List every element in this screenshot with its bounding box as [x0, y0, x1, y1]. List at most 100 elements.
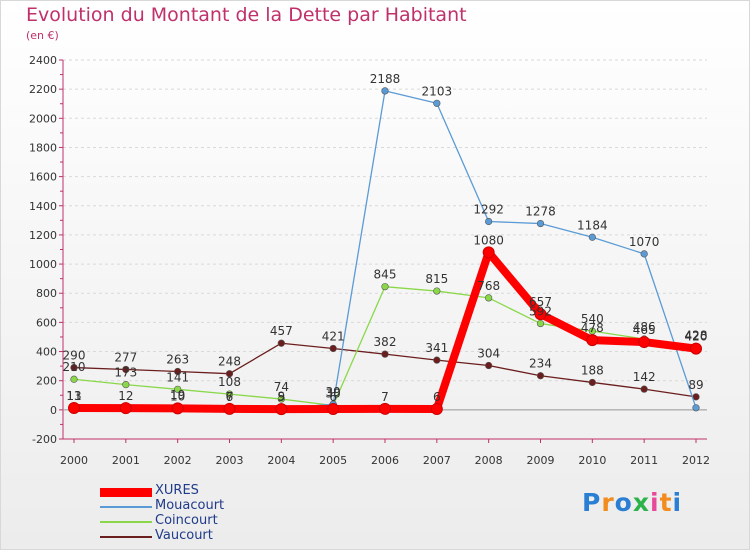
data-label: 108 — [218, 375, 241, 389]
data-label: 30 — [326, 386, 341, 400]
data-label: 540 — [581, 312, 604, 326]
data-label: 188 — [581, 363, 604, 377]
data-label: 428 — [685, 328, 708, 342]
data-point-coincourt — [433, 287, 441, 295]
data-point-vaucourt — [329, 344, 337, 353]
data-label: 12 — [118, 389, 133, 403]
x-tick-label: 2001 — [112, 454, 140, 467]
logo-letter: i — [650, 488, 660, 517]
data-point-mouacourt — [381, 87, 389, 95]
y-tick-label: 2000 — [29, 112, 57, 125]
data-label: 382 — [374, 335, 397, 349]
legend-swatch — [100, 536, 152, 538]
data-label: 9 — [278, 390, 286, 404]
data-label: 210 — [63, 360, 86, 374]
y-tick-label: 1000 — [29, 258, 57, 271]
data-point-xures — [638, 336, 651, 349]
data-point-vaucourt — [225, 370, 234, 378]
data-point-coincourt — [225, 390, 234, 398]
data-label: 592 — [529, 305, 552, 319]
y-tick-label: 1400 — [29, 200, 57, 213]
data-label: 142 — [633, 370, 656, 384]
data-point-xures — [586, 334, 599, 347]
logo-letter: r — [601, 488, 615, 517]
logo-letter: P — [582, 488, 602, 517]
data-label: 141 — [166, 370, 189, 384]
data-label: 74 — [274, 380, 289, 394]
x-tick-label: 2002 — [164, 454, 192, 467]
y-tick-label: 600 — [36, 316, 57, 329]
data-point-vaucourt — [122, 365, 130, 374]
legend-swatch — [100, 506, 152, 508]
data-point-vaucourt — [536, 372, 545, 380]
data-label: 10 — [170, 389, 185, 403]
data-label: 6 — [433, 390, 441, 404]
data-point-xures — [534, 308, 547, 321]
data-label: 768 — [477, 279, 500, 293]
data-point-vaucourt — [277, 339, 285, 347]
data-point-coincourt — [70, 375, 78, 383]
data-point-mouacourt — [485, 217, 493, 226]
data-label: 19 — [170, 388, 185, 402]
x-tick-label: 2005 — [319, 454, 347, 467]
data-point-mouacourt — [692, 404, 700, 412]
data-point-vaucourt — [588, 378, 596, 387]
logo-letter: x — [632, 488, 650, 517]
x-tick-label: 2010 — [578, 454, 606, 467]
data-label: 465 — [633, 323, 656, 337]
data-point-coincourt — [485, 294, 493, 302]
y-tick-label: 400 — [36, 346, 57, 359]
data-label: 457 — [270, 324, 293, 338]
data-point-xures — [119, 402, 132, 415]
data-label: 657 — [529, 295, 552, 309]
data-label: 420 — [685, 330, 708, 344]
data-label: 89 — [688, 378, 703, 392]
data-point-xures — [68, 401, 80, 414]
logo-letter: o — [614, 488, 633, 517]
data-label: 304 — [477, 347, 500, 361]
data-label: 2188 — [370, 72, 401, 86]
y-tick-label: 200 — [36, 375, 57, 388]
data-point-vaucourt — [381, 350, 389, 358]
data-label: 486 — [633, 320, 656, 334]
y-tick-label: 0 — [50, 404, 57, 417]
data-point-vaucourt — [433, 356, 441, 364]
x-tick-label: 2003 — [216, 454, 244, 467]
x-tick-label: 2006 — [371, 454, 399, 467]
data-point-coincourt — [536, 319, 545, 328]
x-tick-label: 2008 — [475, 454, 503, 467]
data-point-coincourt — [381, 283, 389, 291]
data-label: 263 — [166, 353, 189, 367]
legend-label: Coincourt — [155, 513, 218, 528]
legend-label: Mouacourt — [155, 498, 225, 513]
data-point-xures — [379, 402, 391, 415]
data-label: 13 — [66, 389, 81, 403]
data-point-coincourt — [174, 385, 182, 393]
data-label: 5 — [278, 390, 286, 404]
legend-swatch — [100, 487, 152, 497]
data-label: 7 — [381, 390, 389, 404]
data-label: 234 — [529, 357, 552, 371]
data-point-vaucourt — [640, 385, 648, 393]
data-label: 39 — [326, 385, 341, 399]
data-point-mouacourt — [536, 219, 545, 228]
y-tick-label: 2200 — [29, 83, 57, 96]
data-point-xures — [223, 402, 236, 415]
y-tick-label: 800 — [36, 287, 57, 300]
data-label: 277 — [114, 350, 137, 364]
y-tick-label: 1800 — [29, 141, 57, 154]
x-tick-label: 2012 — [682, 454, 710, 467]
data-point-mouacourt — [588, 233, 596, 241]
data-label: 1184 — [577, 218, 608, 232]
chart-subtitle: (en €) — [26, 29, 59, 42]
data-point-xures — [275, 403, 288, 416]
data-point-xures — [327, 402, 340, 415]
data-label: 248 — [218, 355, 241, 369]
x-tick-label: 2011 — [630, 454, 658, 467]
data-label: 290 — [63, 349, 86, 363]
data-label: 2103 — [422, 84, 453, 98]
data-label: 1278 — [525, 205, 556, 219]
data-point-xures — [482, 246, 495, 259]
